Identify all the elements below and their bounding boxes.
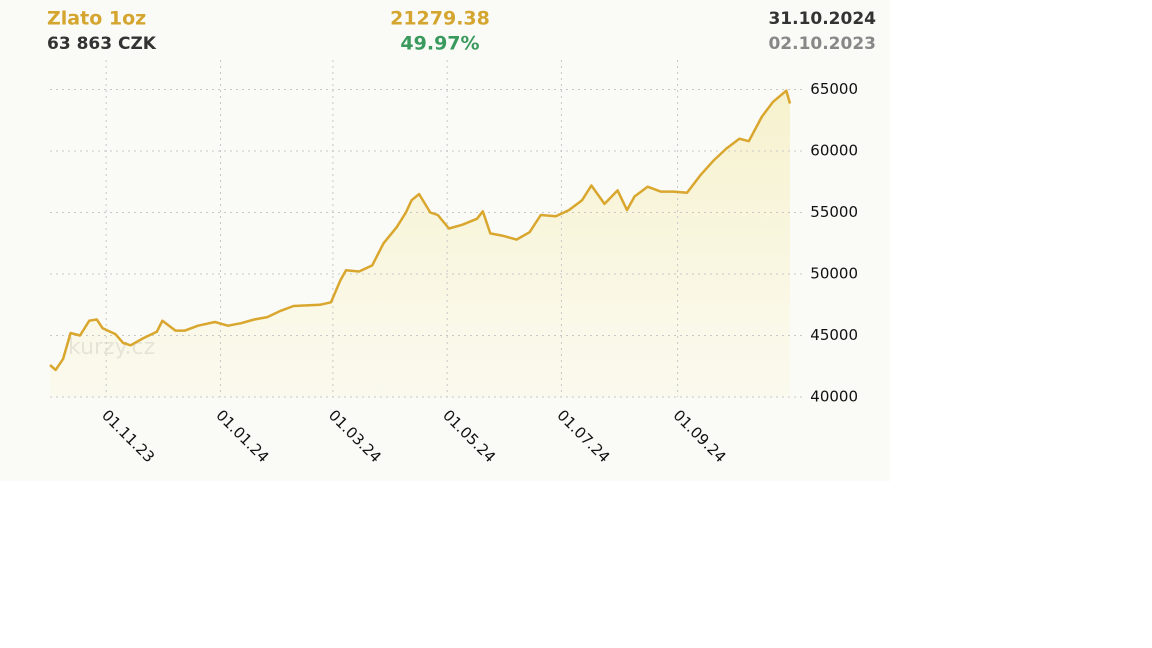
y-tick-label: 40000	[810, 388, 858, 406]
y-tick-label: 65000	[810, 80, 858, 98]
date-start: 02.10.2023	[768, 34, 876, 54]
y-tick-label: 45000	[810, 326, 858, 344]
title: Zlato 1oz	[47, 8, 146, 30]
y-tick-label: 55000	[810, 203, 858, 221]
area	[50, 90, 790, 397]
change: 49.97%	[400, 33, 479, 55]
value-czk: 63 863 CZK	[47, 34, 157, 54]
y-tick-label: 60000	[810, 142, 858, 160]
price: 21279.38	[390, 8, 490, 30]
y-tick-label: 50000	[810, 265, 858, 283]
date-end: 31.10.2024	[768, 9, 876, 29]
price-line	[49, 89, 792, 372]
